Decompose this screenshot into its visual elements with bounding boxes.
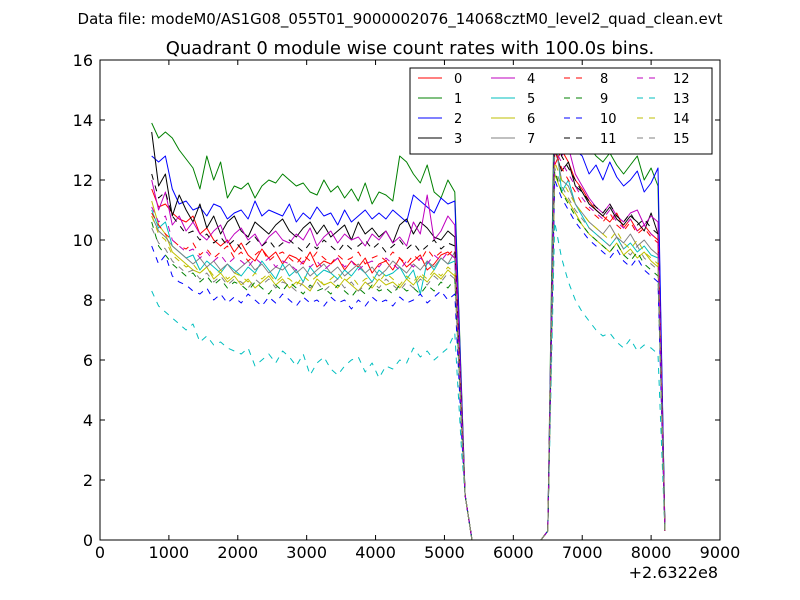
legend-label-9: 9 [600, 92, 608, 107]
legend-label-14: 14 [673, 112, 690, 127]
series-line-3 [151, 131, 666, 541]
series-line-11 [151, 137, 666, 541]
legend-label-8: 8 [600, 72, 608, 87]
y-tick-label: 10 [73, 231, 93, 250]
axis-layer: 0 1000 2000 3000 4000 5000 6000 7000 8000 9000 0 2 4… [73, 51, 741, 562]
series-line-9 [151, 170, 666, 541]
series-line-2 [151, 110, 666, 541]
y-tick-label: 8 [83, 291, 93, 310]
legend-label-6: 6 [527, 112, 535, 127]
y-tick-label: 6 [83, 351, 93, 370]
x-tick-label: 8000 [631, 543, 672, 562]
series-line-5 [151, 125, 666, 541]
legend-label-10: 10 [600, 112, 617, 127]
legend-box [409, 67, 713, 155]
chart-suptitle: Data file: modeM0/AS1G08_055T01_90000020… [78, 10, 723, 29]
series-layer [151, 68, 666, 541]
series-line-12 [151, 149, 666, 541]
y-tick-label: 14 [73, 111, 93, 130]
legend-label-1: 1 [454, 92, 462, 107]
series-line-10 [151, 179, 666, 541]
y-tick-label: 2 [83, 471, 93, 490]
x-tick-label: 9000 [700, 543, 741, 562]
y-tick-label: 16 [73, 51, 93, 70]
series-line-8 [151, 149, 666, 541]
y-tick-label: 12 [73, 171, 93, 190]
x-tick-label: 7000 [562, 543, 603, 562]
chart-title: Quadrant 0 module wise count rates with … [166, 38, 655, 59]
x-tick-label: 3000 [286, 543, 327, 562]
legend-label-7: 7 [527, 132, 535, 147]
legend-label-3: 3 [454, 132, 462, 147]
series-line-6 [151, 173, 666, 541]
x-tick-label: 5000 [424, 543, 465, 562]
x-offset-label: +2.6322e8 [629, 563, 718, 582]
x-tick-label: 2000 [217, 543, 258, 562]
legend-label-5: 5 [527, 92, 535, 107]
legend-label-11: 11 [600, 132, 617, 147]
series-line-14 [151, 161, 666, 541]
y-tick-label: 0 [83, 531, 93, 550]
x-tick-label: 1000 [149, 543, 190, 562]
legend-label-12: 12 [673, 72, 690, 87]
x-tick-label: 0 [95, 543, 105, 562]
series-line-13 [151, 221, 666, 541]
legend-label-4: 4 [527, 72, 535, 87]
legend-label-2: 2 [454, 112, 462, 127]
y-tick-label: 4 [83, 411, 93, 430]
legend-label-0: 0 [454, 72, 462, 87]
x-tick-label: 4000 [355, 543, 396, 562]
series-line-4 [151, 107, 666, 541]
x-tick-label: 6000 [493, 543, 534, 562]
legend-label-15: 15 [673, 132, 690, 147]
series-line-15 [151, 167, 666, 541]
legend-label-13: 13 [673, 92, 690, 107]
series-line-0 [151, 149, 666, 541]
series-line-7 [151, 143, 666, 541]
